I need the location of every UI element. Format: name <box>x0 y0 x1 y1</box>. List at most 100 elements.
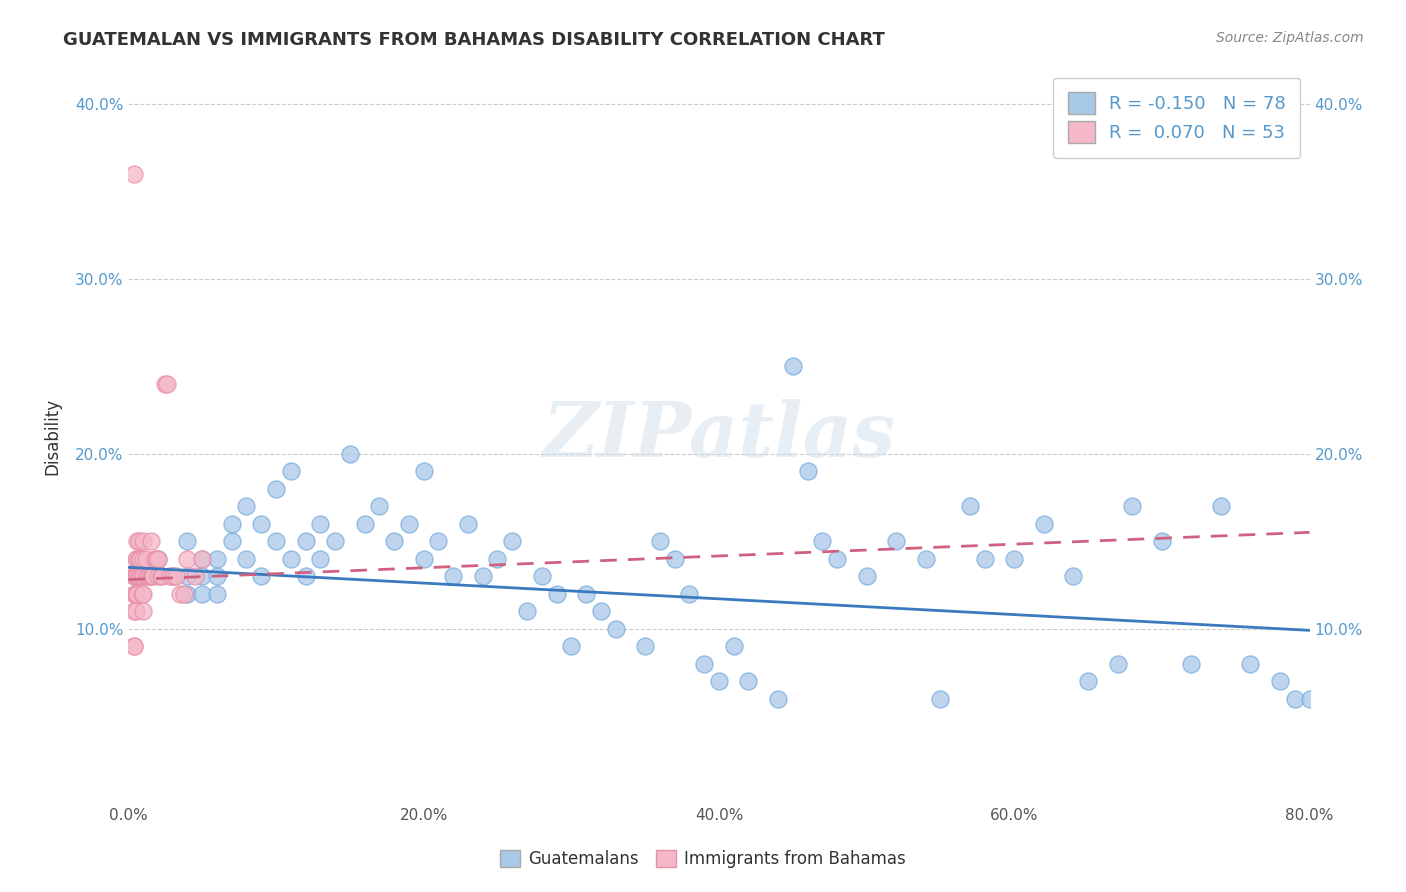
Point <box>205 586 228 600</box>
Point <box>155 376 177 391</box>
Point <box>159 569 181 583</box>
Point <box>176 551 198 566</box>
Point <box>169 586 191 600</box>
Point <box>501 534 523 549</box>
Point <box>141 569 163 583</box>
Point <box>184 569 207 583</box>
Point <box>323 534 346 549</box>
Point <box>250 569 273 583</box>
Point <box>129 551 152 566</box>
Legend: R = -0.150   N = 78, R =  0.070   N = 53: R = -0.150 N = 78, R = 0.070 N = 53 <box>1053 78 1301 158</box>
Point <box>309 516 332 531</box>
Point <box>132 569 155 583</box>
Y-axis label: Disability: Disability <box>44 398 60 475</box>
Point <box>235 551 257 566</box>
Point <box>294 534 316 549</box>
Point <box>1268 674 1291 689</box>
Point <box>132 551 155 566</box>
Point <box>398 516 420 531</box>
Point <box>707 674 730 689</box>
Point <box>191 569 214 583</box>
Point <box>124 569 146 583</box>
Point <box>693 657 716 671</box>
Point <box>280 551 302 566</box>
Point <box>959 499 981 513</box>
Point <box>1298 691 1320 706</box>
Point <box>1062 569 1084 583</box>
Point <box>124 639 146 653</box>
Point <box>441 569 464 583</box>
Point <box>1077 674 1099 689</box>
Point <box>127 534 149 549</box>
Point <box>471 569 494 583</box>
Point <box>191 586 214 600</box>
Point <box>914 551 936 566</box>
Text: ZIPatlas: ZIPatlas <box>543 399 896 473</box>
Point <box>132 604 155 618</box>
Point <box>125 586 148 600</box>
Point <box>176 534 198 549</box>
Point <box>125 569 148 583</box>
Point <box>280 464 302 478</box>
Point <box>412 551 434 566</box>
Point <box>1107 657 1129 671</box>
Point <box>124 604 146 618</box>
Point <box>250 516 273 531</box>
Point <box>457 516 479 531</box>
Point <box>191 551 214 566</box>
Point <box>143 551 166 566</box>
Point <box>737 674 759 689</box>
Point <box>427 534 450 549</box>
Point <box>723 639 745 653</box>
Point <box>139 534 162 549</box>
Point <box>176 569 198 583</box>
Point <box>128 551 150 566</box>
Point <box>516 604 538 618</box>
Point <box>221 534 243 549</box>
Text: GUATEMALAN VS IMMIGRANTS FROM BAHAMAS DISABILITY CORRELATION CHART: GUATEMALAN VS IMMIGRANTS FROM BAHAMAS DI… <box>63 31 886 49</box>
Point <box>560 639 582 653</box>
Point <box>825 551 848 566</box>
Point <box>486 551 509 566</box>
Point <box>173 586 195 600</box>
Point <box>1209 499 1232 513</box>
Point <box>128 569 150 583</box>
Point <box>125 569 148 583</box>
Point <box>129 569 152 583</box>
Point <box>136 569 159 583</box>
Point <box>131 569 153 583</box>
Point <box>575 586 598 600</box>
Point <box>124 569 146 583</box>
Point <box>766 691 789 706</box>
Point <box>1284 691 1306 706</box>
Point <box>162 569 184 583</box>
Point <box>664 551 686 566</box>
Point <box>973 551 995 566</box>
Point <box>156 376 179 391</box>
Point <box>589 604 612 618</box>
Point <box>264 482 287 496</box>
Point <box>1002 551 1025 566</box>
Point <box>855 569 877 583</box>
Point <box>796 464 818 478</box>
Point <box>1032 516 1054 531</box>
Point <box>125 604 148 618</box>
Point <box>634 639 657 653</box>
Point <box>205 569 228 583</box>
Point <box>309 551 332 566</box>
Point <box>127 586 149 600</box>
Point <box>124 167 146 181</box>
Point <box>605 622 627 636</box>
Point <box>678 586 700 600</box>
Point <box>142 569 165 583</box>
Point <box>929 691 952 706</box>
Point <box>782 359 804 373</box>
Point <box>1150 534 1173 549</box>
Point <box>127 569 149 583</box>
Point <box>124 586 146 600</box>
Point <box>165 569 187 583</box>
Point <box>264 534 287 549</box>
Point <box>138 569 160 583</box>
Point <box>191 551 214 566</box>
Point <box>546 586 568 600</box>
